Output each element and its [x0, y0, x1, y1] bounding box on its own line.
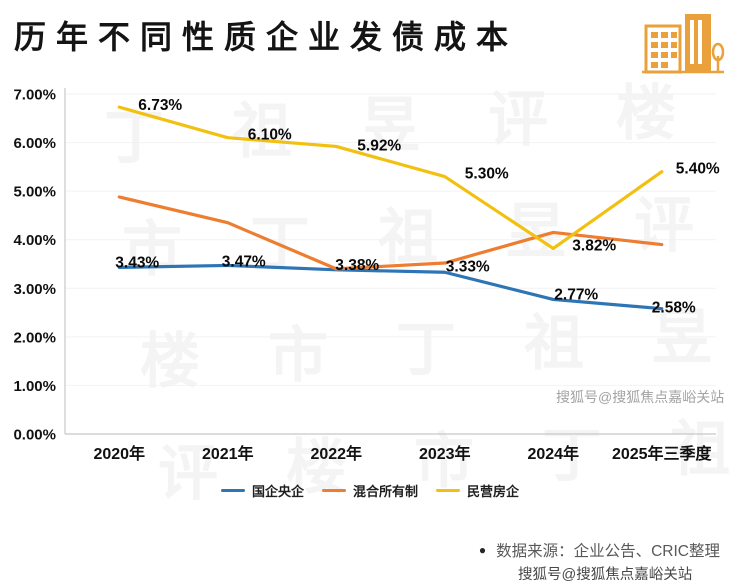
- buildings-icon: [642, 14, 725, 74]
- data-label: 2.77%: [554, 286, 598, 303]
- x-axis-label: 2021年: [202, 444, 254, 463]
- watermark-char: 祖: [524, 310, 584, 377]
- watermark-char: 祖: [670, 416, 730, 483]
- data-label: 3.47%: [222, 253, 266, 270]
- data-label: 5.92%: [357, 137, 401, 154]
- y-tick-label: 7.00%: [13, 87, 56, 104]
- watermark-char: 祖: [232, 98, 292, 165]
- watermark-char: 昱: [652, 304, 712, 371]
- legend-label: 混合所有制: [352, 484, 418, 499]
- legend-label: 民营房企: [467, 484, 520, 499]
- line-chart: 0.00% 1.00% 2.00% 3.00% 4.00% 5.00% 6.00% 7.00%…: [13, 87, 720, 464]
- data-label: 6.73%: [138, 97, 182, 114]
- y-tick-label: 6.00%: [13, 135, 56, 152]
- y-tick-label: 3.00%: [13, 281, 56, 298]
- legend-label: 国企央企: [251, 484, 304, 499]
- watermark-char: 丁: [542, 422, 602, 489]
- data-label: 5.40%: [676, 161, 720, 178]
- data-label: 3.33%: [446, 258, 490, 275]
- data-label: 2.58%: [652, 300, 696, 317]
- bullet-icon: ●: [478, 543, 487, 557]
- y-tick-label: 0.00%: [13, 427, 56, 444]
- x-axis-label: 2023年: [419, 444, 471, 463]
- watermark-char: 评: [488, 86, 548, 153]
- y-tick-label: 2.00%: [13, 329, 56, 346]
- y-tick-label: 4.00%: [13, 232, 56, 249]
- watermark-char: 楼: [286, 434, 346, 501]
- legend-item: 国企央企: [220, 481, 304, 500]
- watermark-char: 昱: [360, 92, 420, 159]
- watermark-char: 市: [414, 428, 474, 495]
- legend-marker: [220, 489, 245, 492]
- data-label: 6.10%: [248, 127, 292, 144]
- watermark-char: 评: [158, 440, 218, 507]
- x-axis-label: 2022年: [310, 444, 362, 463]
- y-tick-label: 1.00%: [13, 378, 56, 395]
- series-line-2: [117, 105, 664, 251]
- y-tick-label: 5.00%: [13, 184, 56, 201]
- series-line-1: [117, 195, 664, 271]
- x-axis-label: 2024年: [527, 444, 579, 463]
- sohu-watermark-bottom: 搜狐号@搜狐焦点嘉峪关站: [518, 567, 693, 583]
- data-label: 3.82%: [572, 237, 616, 254]
- page-title: 历年不同性质企业发债成本: [14, 19, 519, 55]
- legend-item: 混合所有制: [321, 481, 418, 500]
- data-label: 5.30%: [465, 166, 509, 183]
- legend-item: 民营房企: [436, 481, 519, 500]
- watermark-char: 市: [122, 216, 182, 283]
- sohu-watermark-mid: 搜狐号@搜狐焦点嘉峪关站: [556, 389, 725, 405]
- watermark-char: 市: [268, 322, 328, 389]
- watermark-char: 丁: [396, 316, 456, 383]
- chart-legend: 国企央企 混合所有制 民营房企: [0, 481, 740, 500]
- legend-marker: [321, 489, 346, 492]
- watermark-char: 楼: [140, 328, 200, 395]
- series-line-0: [117, 263, 664, 311]
- x-axis-label: 2025年三季度: [612, 444, 713, 463]
- x-axis-label: 2020年: [93, 444, 145, 463]
- data-source-text: 数据来源：企业公告、CRIC整理: [496, 543, 720, 560]
- data-source: ● 数据来源：企业公告、CRIC整理: [479, 539, 720, 561]
- data-label: 3.43%: [115, 254, 159, 271]
- watermark-char: 祖: [378, 204, 438, 271]
- data-label: 3.38%: [335, 257, 379, 274]
- legend-marker: [436, 489, 460, 492]
- watermark-char: 评: [634, 192, 694, 259]
